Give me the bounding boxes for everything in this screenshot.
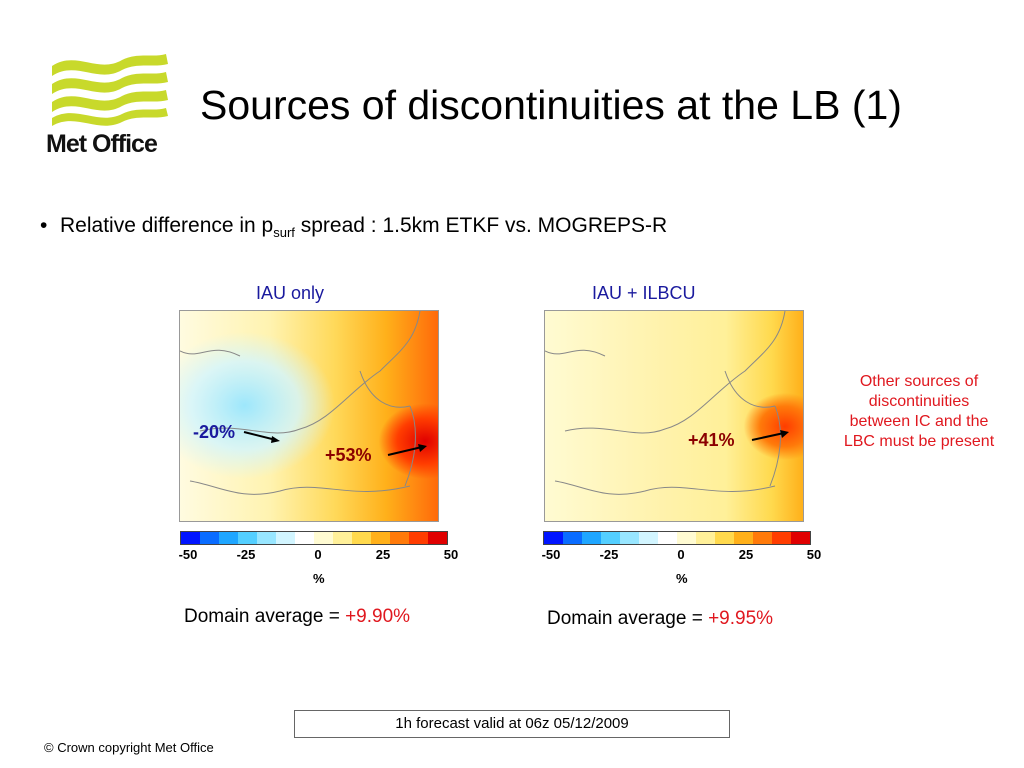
left-domain-average-label: Domain average = — [184, 606, 346, 627]
left-tick: 25 — [375, 547, 391, 562]
colorbar-swatch — [734, 532, 753, 544]
left-colorbar-ticks: -50 -25 0 25 50 — [170, 547, 460, 565]
colorbar-swatch — [696, 532, 715, 544]
colorbar-swatch — [715, 532, 734, 544]
right-arrow-positive-icon — [751, 430, 789, 441]
left-annotation-positive: +53% — [325, 445, 372, 465]
right-tick: 0 — [677, 547, 685, 562]
right-tick: 25 — [738, 547, 754, 562]
right-domain-average-value: +9.95% — [708, 608, 774, 629]
colorbar-swatch — [677, 532, 696, 544]
bullet-subscript: surf — [273, 225, 295, 241]
colorbar-swatch — [753, 532, 772, 544]
left-arrow-negative-icon — [243, 431, 280, 443]
colorbar-swatch — [295, 532, 314, 544]
right-tick: -25 — [599, 547, 619, 562]
left-tick: 0 — [314, 547, 322, 562]
colorbar-swatch — [658, 532, 677, 544]
right-domain-average-label: Domain average = — [547, 608, 709, 629]
colorbar-swatch — [409, 532, 428, 544]
right-colorbar-ticks: -50 -25 0 25 50 — [533, 547, 823, 565]
bullet-text-after: spread : 1.5km ETKF vs. MOGREPS-R — [294, 214, 668, 237]
colorbar-swatch — [219, 532, 238, 544]
colorbar-swatch — [620, 532, 639, 544]
colorbar-swatch — [257, 532, 276, 544]
colorbar-swatch — [276, 532, 295, 544]
colorbar-swatch — [314, 532, 333, 544]
right-panel-title: IAU + ILBCU — [592, 283, 696, 303]
right-tick: 50 — [806, 547, 822, 562]
colorbar-swatch — [200, 532, 219, 544]
left-tick: -50 — [178, 547, 198, 562]
right-tick: -50 — [541, 547, 561, 562]
colorbar-swatch — [544, 532, 563, 544]
colorbar-swatch — [333, 532, 352, 544]
left-tick: -25 — [236, 547, 256, 562]
colorbar-swatch — [181, 532, 200, 544]
colorbar-swatch — [639, 532, 658, 544]
left-map — [179, 310, 439, 522]
left-domain-average-value: +9.90% — [345, 606, 411, 627]
colorbar-swatch — [772, 532, 791, 544]
left-tick: 50 — [443, 547, 459, 562]
slide-title: Sources of discontinuities at the LB (1) — [200, 82, 902, 128]
side-note: Other sources of discontinuities between… — [843, 373, 995, 450]
left-colorbar-unit: % — [313, 571, 325, 586]
colorbar-swatch — [791, 532, 810, 544]
colorbar-swatch — [352, 532, 371, 544]
bullet-text-before: Relative difference in p — [60, 214, 274, 237]
colorbar-swatch — [428, 532, 447, 544]
right-colorbar-unit: % — [676, 571, 688, 586]
met-office-waves-icon — [52, 54, 168, 126]
bullet-icon: • — [40, 214, 48, 237]
met-office-logo: Met Office — [46, 52, 172, 162]
forecast-valid-box: 1h forecast valid at 06z 05/12/2009 — [294, 710, 730, 738]
right-map — [544, 310, 804, 522]
right-annotation-positive: +41% — [688, 430, 735, 450]
colorbar-swatch — [371, 532, 390, 544]
colorbar-swatch — [390, 532, 409, 544]
colorbar-swatch — [563, 532, 582, 544]
left-domain-average: Domain average = +9.90% — [184, 606, 410, 628]
colorbar-swatch — [582, 532, 601, 544]
colorbar-swatch — [601, 532, 620, 544]
left-arrow-positive-icon — [387, 444, 427, 456]
right-colorbar — [543, 531, 811, 545]
logo-text: Met Office — [46, 130, 158, 158]
left-colorbar — [180, 531, 448, 545]
left-annotation-negative: -20% — [193, 422, 236, 442]
colorbar-swatch — [238, 532, 257, 544]
right-domain-average: Domain average = +9.95% — [547, 608, 773, 630]
bullet-point: • Relative difference in psurf spread : 1… — [40, 214, 667, 240]
copyright-footer: © Crown copyright Met Office — [44, 740, 214, 755]
left-panel-title: IAU only — [256, 283, 325, 303]
